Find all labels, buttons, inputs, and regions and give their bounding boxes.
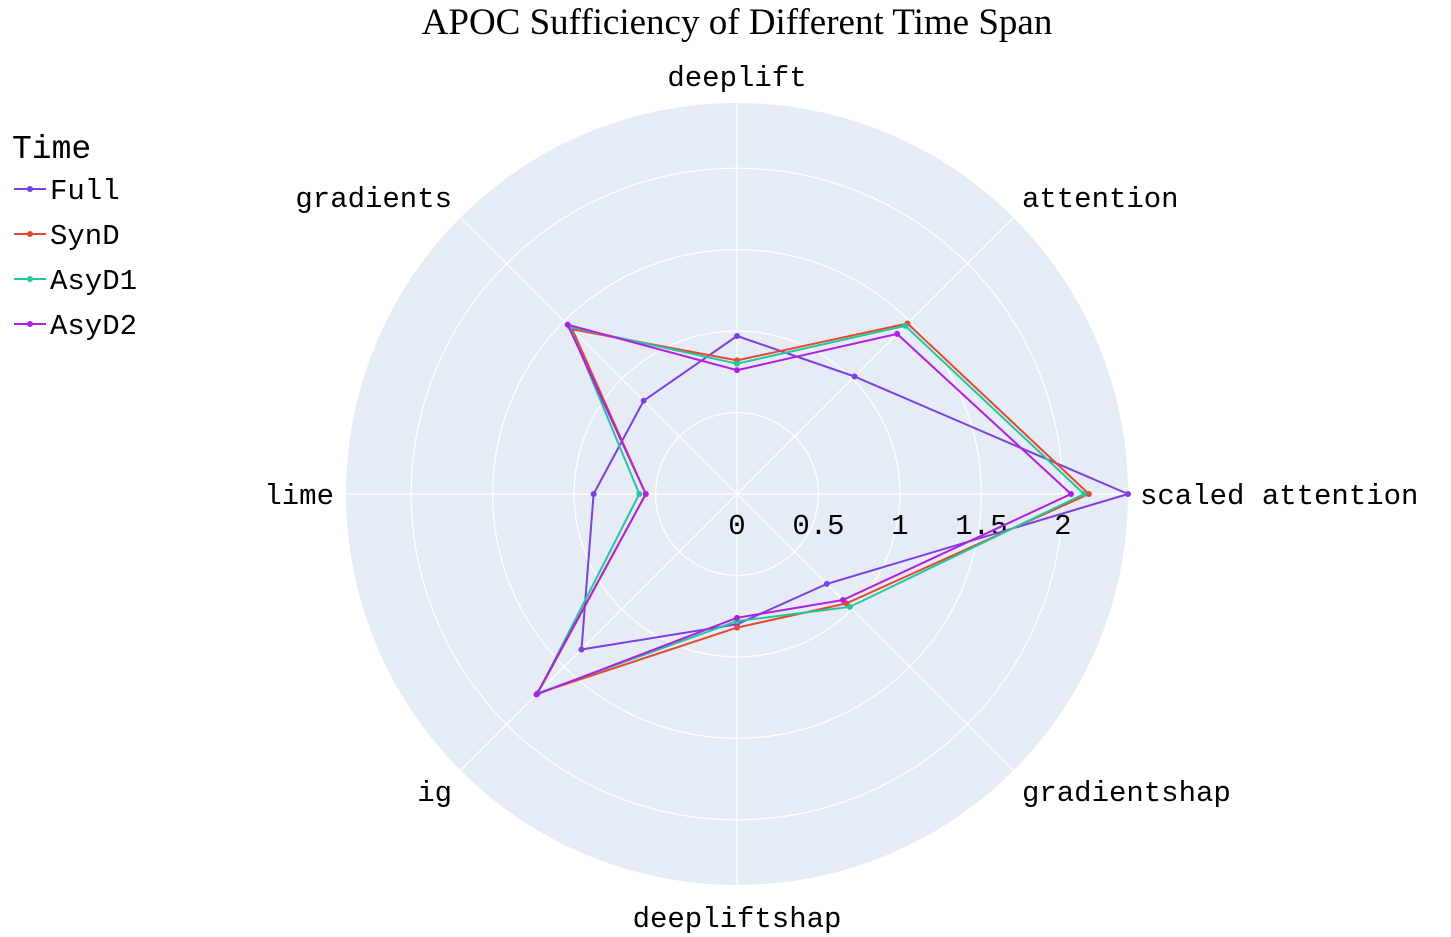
point-synd-0	[1085, 491, 1092, 497]
point-asyd1-1	[902, 322, 909, 329]
point-asyd1-7	[846, 603, 853, 610]
legend-label: AsyD2	[50, 310, 137, 343]
spoke-3	[460, 217, 738, 495]
tick-label-4: 2	[1054, 510, 1071, 543]
tick-label-2: 1	[891, 510, 908, 543]
radial-tick-labels: 0 0.5 1 1.5 2	[728, 510, 1071, 543]
legend-label: Full	[50, 175, 120, 208]
axis-label-scaled-attention: scaled attention	[1140, 480, 1418, 513]
legend-swatch-marker	[27, 231, 33, 237]
point-asyd2-6	[734, 614, 740, 621]
legend-item-full[interactable]: Full	[14, 175, 120, 208]
tick-label-0: 0	[728, 510, 745, 543]
legend-title: Time	[12, 131, 91, 168]
axis-label-attention: attention	[1022, 183, 1179, 216]
legend: Time Full SynD AsyD1 AsyD2	[12, 131, 137, 343]
axis-label-deeplift: deeplift	[667, 62, 806, 95]
spoke-5	[460, 493, 738, 771]
legend-label: AsyD1	[50, 265, 137, 298]
point-full-1	[851, 373, 858, 380]
spoke-7	[736, 493, 1014, 771]
spoke-1	[736, 217, 1014, 495]
legend-label: SynD	[50, 220, 120, 253]
legend-item-synd[interactable]: SynD	[14, 220, 120, 253]
point-full-5	[578, 646, 585, 653]
polar-grid	[346, 103, 1128, 885]
point-asyd1-4	[636, 491, 643, 497]
point-asyd2-0	[1067, 491, 1074, 497]
series-layer	[533, 320, 1131, 698]
point-asyd2-1	[894, 330, 901, 337]
axis-label-deepliftshap: deepliftshap	[633, 903, 842, 936]
point-asyd2-4	[642, 491, 649, 497]
tick-label-1: 0.5	[792, 510, 844, 543]
angular-axis-labels: scaled attention attention deeplift gradien…	[264, 62, 1418, 936]
series-full	[578, 332, 1131, 653]
point-full-7	[823, 580, 830, 587]
point-asyd2-5	[533, 691, 540, 698]
series-asyd2	[533, 321, 1074, 698]
axis-label-lime: lime	[264, 480, 334, 513]
point-asyd2-2	[734, 367, 740, 374]
point-full-2	[734, 332, 740, 339]
point-asyd1-0	[1081, 491, 1088, 497]
chart-title: APOC Sufficiency of Different Time Span	[422, 2, 1053, 43]
legend-swatch-marker	[27, 321, 33, 327]
axis-label-gradientshap: gradientshap	[1022, 777, 1231, 810]
legend-swatch-marker	[27, 276, 33, 282]
series-asyd1	[534, 322, 1088, 697]
point-asyd2-7	[839, 596, 846, 603]
point-full-0	[1125, 491, 1131, 497]
point-full-3	[640, 397, 647, 404]
point-asyd1-2	[734, 360, 740, 367]
point-asyd2-3	[564, 321, 571, 328]
legend-item-asyd2[interactable]: AsyD2	[14, 310, 137, 343]
legend-swatch-marker	[27, 186, 33, 192]
axis-label-gradients: gradients	[295, 183, 452, 216]
point-synd-6	[734, 624, 740, 631]
legend-item-asyd1[interactable]: AsyD1	[14, 265, 137, 298]
axis-label-ig: ig	[417, 777, 452, 810]
point-full-4	[590, 491, 597, 497]
